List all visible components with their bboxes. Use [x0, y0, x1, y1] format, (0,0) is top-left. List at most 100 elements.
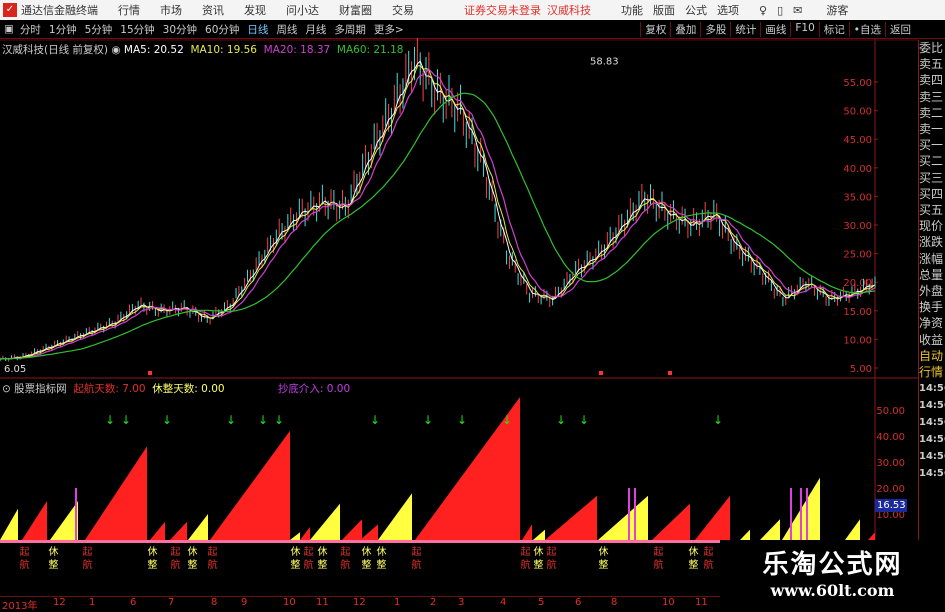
- tab-period-0[interactable]: 分时: [19, 23, 41, 36]
- indicator-tick: 20.00: [876, 484, 905, 495]
- stock-name-link[interactable]: 汉威科技: [547, 4, 591, 17]
- qihang-ramp: [360, 524, 378, 540]
- date-tick: 4: [500, 597, 507, 608]
- date-tick: 5: [538, 597, 545, 608]
- tool-btn-3[interactable]: 统计: [730, 21, 760, 37]
- quote-label: 收益: [919, 332, 944, 347]
- quote-label: 委比: [919, 41, 944, 55]
- price-tick: 25.00: [843, 250, 872, 261]
- app-logo-icon: ✓: [3, 3, 17, 17]
- event-marker-icon: [668, 371, 672, 375]
- buy-arrow-icon: ↓: [370, 413, 380, 427]
- quote-header[interactable]: 行情: [919, 365, 944, 380]
- tab-period-1[interactable]: 1分钟: [48, 23, 77, 36]
- tab-period-7[interactable]: 周线: [276, 23, 298, 36]
- date-tick: 12: [353, 597, 366, 608]
- tab-period-6[interactable]: 日线: [247, 23, 269, 36]
- date-tick: 2: [430, 597, 437, 608]
- user-label[interactable]: 游客: [826, 4, 849, 17]
- kline-chart[interactable]: 55.00 50.00 45.00 40.00 35.00 30.00 25.00 20.00…: [0, 38, 918, 596]
- buy-arrow-icon: ↓: [713, 413, 723, 427]
- price-tick: 10.00: [843, 335, 872, 346]
- title-bar: ✓ 通达信金融终端 行情 市场 资讯 发现 问小达 财富圈 交易 证券交易未登录 汉威科技 …: [0, 0, 945, 20]
- tool-btn-6[interactable]: 标记: [818, 21, 849, 37]
- xiuzheng-signal: 休整: [290, 547, 301, 571]
- panel-toggle-icon[interactable]: ▣: [4, 23, 14, 35]
- qihang-signal: 起航: [703, 547, 714, 571]
- tab-period-2[interactable]: 5分钟: [84, 23, 113, 36]
- menu-3[interactable]: 发现: [244, 4, 266, 17]
- title-btn-0[interactable]: 功能: [621, 4, 643, 17]
- title-btn-3[interactable]: 选项: [717, 4, 739, 17]
- tool-btn-5[interactable]: F10: [790, 21, 818, 37]
- menu-2[interactable]: 资讯: [202, 4, 224, 17]
- chaodi-bar: [75, 488, 77, 540]
- chaodi-bar: [634, 488, 636, 540]
- date-tick: 3: [458, 597, 465, 608]
- tab-period-5[interactable]: 60分钟: [205, 23, 240, 36]
- tab-period-9[interactable]: 多周期: [334, 23, 366, 36]
- xiuzheng-signal: 休整: [147, 547, 158, 571]
- indicator-highlight-value: 16.53: [875, 499, 907, 512]
- tab-period-4[interactable]: 30分钟: [162, 23, 198, 36]
- price-tick: 40.00: [843, 164, 872, 175]
- message-icon[interactable]: ✉: [793, 3, 803, 17]
- date-tick: 6: [130, 597, 137, 608]
- buy-arrow-icon: ↓: [579, 413, 589, 427]
- tool-btn-1[interactable]: 叠加: [670, 21, 700, 37]
- menu-5[interactable]: 财富圈: [339, 4, 372, 17]
- qihang-signal: 起航: [653, 547, 664, 571]
- xiuzheng-ramp: [378, 493, 412, 540]
- period-toolbar: ▣ 分时 1分钟 5分钟 15分钟 30分钟 60分钟 日线 周线 月线 多周期 更多> 复权 叠加多…: [0, 20, 945, 39]
- qihang-signal: 起航: [411, 547, 422, 571]
- indicator-tick: 40.00: [876, 432, 905, 443]
- quote-label: 买二: [919, 154, 944, 169]
- price-tick: 50.00: [843, 107, 872, 118]
- menu-4[interactable]: 问小达: [286, 4, 319, 17]
- xiuzheng-ramp: [598, 495, 648, 540]
- tab-period-3[interactable]: 15分钟: [120, 23, 155, 36]
- stock-title: 汉威科技(日线 前复权): [2, 44, 109, 56]
- date-tick: 2013年: [2, 601, 38, 612]
- title-btn-1[interactable]: 版面: [653, 4, 675, 17]
- xiuzheng-signal: 休整: [598, 547, 609, 571]
- ma10-value: MA10: 19.56: [190, 44, 257, 56]
- login-alert[interactable]: 证券交易未登录: [464, 4, 541, 17]
- date-tick: 9: [241, 597, 248, 608]
- tab-period-8[interactable]: 月线: [305, 23, 327, 36]
- ma60-line: [0, 92, 876, 360]
- qihang-ramp: [342, 519, 362, 540]
- qihang-ramp: [150, 521, 165, 540]
- quote-header[interactable]: 自动: [919, 348, 944, 363]
- menu-1[interactable]: 市场: [160, 4, 182, 17]
- tool-btn-2[interactable]: 多股: [700, 21, 730, 37]
- quote-label: 涨跌: [919, 235, 944, 250]
- quote-label: 总量: [919, 267, 944, 282]
- ma20-line: [0, 68, 876, 360]
- tick-time: 14:56: [919, 451, 945, 463]
- tab-period-10[interactable]: 更多>: [373, 23, 404, 36]
- indicator-menu-icon[interactable]: ⊙: [2, 383, 11, 395]
- qihang-ramp: [85, 446, 147, 540]
- quote-label: 买五: [919, 203, 944, 218]
- buy-arrow-icon: ↓: [457, 413, 467, 427]
- indicator-name[interactable]: 股票指标网: [14, 383, 67, 395]
- tool-btn-0[interactable]: 复权: [640, 21, 670, 37]
- qihang-ramp: [415, 397, 520, 540]
- tool-btn-8[interactable]: 返回: [885, 21, 915, 37]
- tick-time: 14:56: [919, 383, 945, 395]
- price-tick: 45.00: [843, 135, 872, 146]
- xiuzheng-ramp: [310, 503, 340, 540]
- tick-time: 14:56: [919, 434, 945, 446]
- menu-6[interactable]: 交易: [392, 4, 414, 17]
- menu-0[interactable]: 行情: [118, 4, 140, 17]
- tool-btn-7[interactable]: •自选: [848, 21, 885, 37]
- phone-icon[interactable]: ▯: [777, 3, 784, 17]
- title-btn-2[interactable]: 公式: [685, 4, 707, 17]
- help-icon[interactable]: ♀: [759, 3, 768, 17]
- tool-btn-4[interactable]: 画线: [760, 21, 790, 37]
- settings-icon[interactable]: ◉: [111, 44, 121, 56]
- chaodi-value: 抄底介入: 0.00: [277, 383, 351, 395]
- qihang-days: 起航天数: 7.00: [73, 383, 146, 395]
- qihang-ramp: [545, 495, 597, 540]
